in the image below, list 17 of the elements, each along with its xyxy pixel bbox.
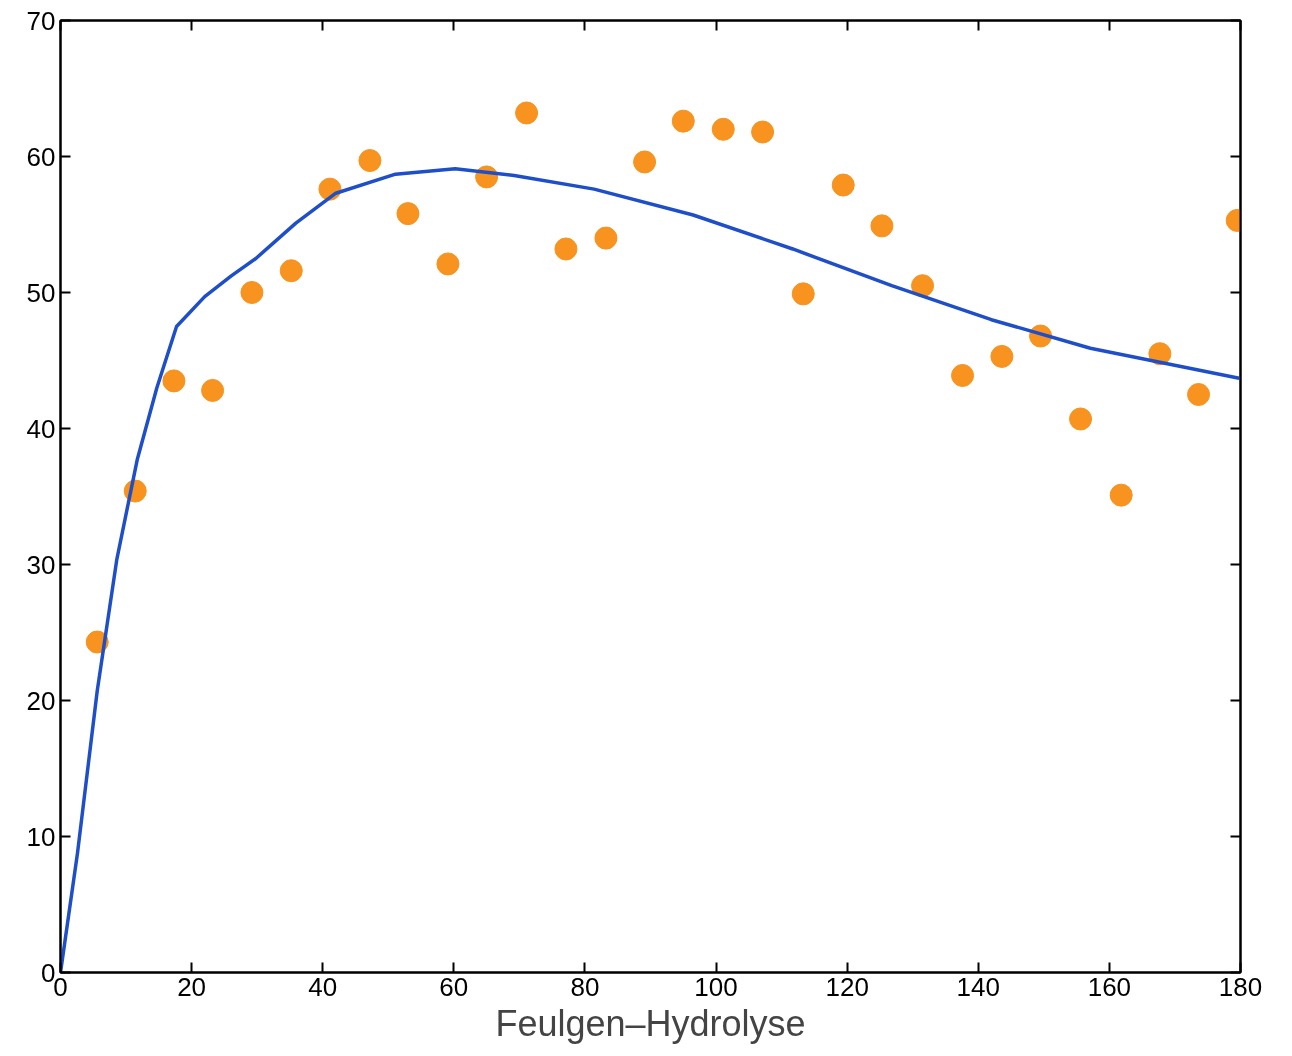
y-tick-label: 40 — [26, 413, 56, 444]
y-tick-label: 70 — [26, 5, 56, 36]
x-tick-label: 180 — [1218, 971, 1263, 1002]
x-tick-label: 120 — [825, 971, 869, 1002]
x-tick-label: 20 — [177, 971, 207, 1002]
x-tick-label: 100 — [694, 971, 738, 1002]
y-tick-label: 10 — [26, 821, 56, 852]
x-tick-label: 80 — [570, 971, 600, 1002]
y-tick-label: 30 — [26, 549, 56, 580]
y-tick-label: 60 — [26, 141, 56, 172]
x-tick-label: 160 — [1087, 971, 1132, 1002]
x-tick-label: 40 — [308, 971, 338, 1002]
y-tick-label: 50 — [26, 277, 56, 308]
y-tick-label: 20 — [26, 685, 56, 716]
x-axis-title: Feulgen–Hydrolyse — [495, 1002, 806, 1044]
x-tick-label: 140 — [956, 971, 1000, 1002]
x-tick-label: 60 — [439, 971, 469, 1002]
